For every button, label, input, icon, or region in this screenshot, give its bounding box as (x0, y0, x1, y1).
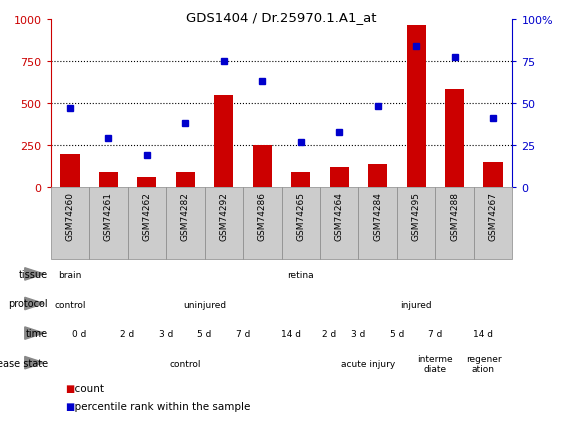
FancyBboxPatch shape (128, 188, 166, 260)
Text: 3 d: 3 d (159, 329, 173, 339)
Polygon shape (25, 298, 44, 310)
Bar (445, 90, 464, 188)
Text: 5 d: 5 d (390, 329, 404, 339)
FancyBboxPatch shape (89, 188, 128, 260)
Text: 7 d: 7 d (428, 329, 443, 339)
FancyBboxPatch shape (51, 188, 89, 260)
Bar (484, 163, 503, 188)
Text: tissue: tissue (19, 270, 48, 279)
Text: GSM74262: GSM74262 (142, 191, 151, 240)
Text: GSM74292: GSM74292 (220, 191, 228, 240)
FancyBboxPatch shape (243, 188, 282, 260)
Text: brain: brain (58, 270, 82, 279)
Polygon shape (25, 327, 44, 339)
FancyBboxPatch shape (320, 188, 359, 260)
Text: 5 d: 5 d (198, 329, 212, 339)
Polygon shape (25, 268, 44, 280)
FancyBboxPatch shape (166, 188, 204, 260)
Text: control: control (169, 359, 201, 368)
Bar (291, 173, 310, 188)
Text: 2 d: 2 d (120, 329, 135, 339)
Text: interme
diate: interme diate (418, 354, 453, 373)
Bar (137, 178, 157, 188)
Text: 14 d: 14 d (473, 329, 494, 339)
Text: injured: injured (400, 300, 432, 309)
Text: time: time (26, 329, 48, 338)
Text: control: control (54, 300, 86, 309)
FancyBboxPatch shape (204, 188, 243, 260)
Text: 0 d: 0 d (72, 329, 87, 339)
FancyBboxPatch shape (282, 188, 320, 260)
Bar (176, 173, 195, 188)
Text: 14 d: 14 d (281, 329, 301, 339)
Text: GSM74267: GSM74267 (489, 191, 498, 240)
Text: protocol: protocol (8, 299, 48, 309)
FancyBboxPatch shape (359, 188, 397, 260)
Text: ■: ■ (65, 384, 74, 394)
FancyBboxPatch shape (474, 188, 512, 260)
Polygon shape (25, 357, 44, 369)
Text: GSM74261: GSM74261 (104, 191, 113, 240)
FancyBboxPatch shape (397, 188, 435, 260)
Text: 7 d: 7 d (236, 329, 250, 339)
Text: uninjured: uninjured (183, 300, 226, 309)
Bar (368, 164, 387, 188)
Bar (60, 154, 79, 188)
Text: retina: retina (288, 270, 314, 279)
Bar (99, 173, 118, 188)
Bar (214, 95, 234, 188)
Text: disease state: disease state (0, 358, 48, 368)
Bar (253, 146, 272, 188)
Text: 2 d: 2 d (323, 329, 337, 339)
Text: acute injury: acute injury (341, 359, 395, 368)
Text: ■: ■ (65, 401, 74, 411)
Text: GSM74284: GSM74284 (373, 191, 382, 240)
Text: GSM74265: GSM74265 (296, 191, 305, 240)
Text: GSM74286: GSM74286 (258, 191, 267, 240)
Text: count: count (68, 384, 104, 394)
Text: GSM74260: GSM74260 (65, 191, 74, 240)
Text: GSM74295: GSM74295 (412, 191, 421, 240)
Text: percentile rank within the sample: percentile rank within the sample (68, 401, 250, 411)
Text: GSM74282: GSM74282 (181, 191, 190, 240)
Bar (406, 26, 426, 188)
Text: 3 d: 3 d (351, 329, 365, 339)
Text: GDS1404 / Dr.25970.1.A1_at: GDS1404 / Dr.25970.1.A1_at (186, 11, 377, 24)
Text: regener
ation: regener ation (466, 354, 501, 373)
Text: GSM74288: GSM74288 (450, 191, 459, 240)
Text: GSM74264: GSM74264 (335, 191, 343, 240)
Bar (329, 168, 349, 188)
FancyBboxPatch shape (435, 188, 474, 260)
